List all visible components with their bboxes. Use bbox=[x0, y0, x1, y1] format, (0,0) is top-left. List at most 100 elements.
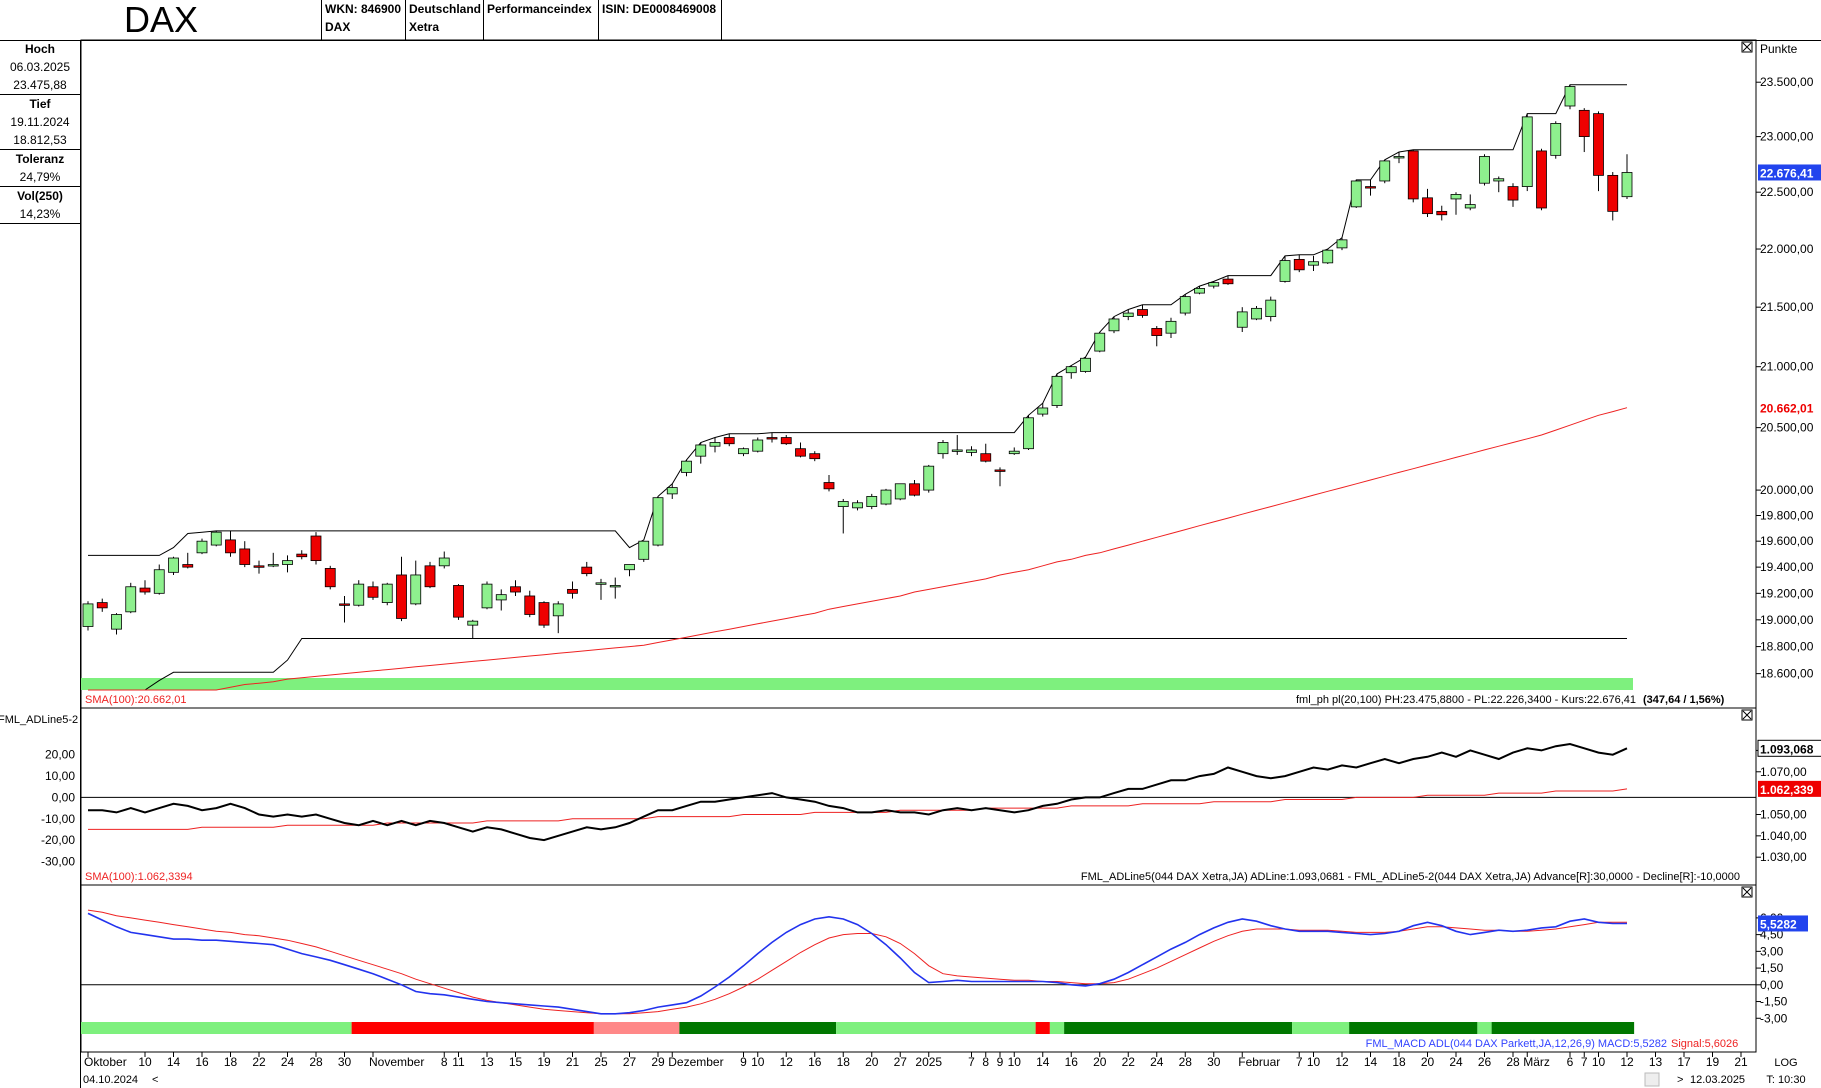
candle bbox=[424, 561, 436, 589]
candle bbox=[809, 451, 821, 462]
candle-body bbox=[282, 560, 293, 565]
y-tick-label: -1,50 bbox=[1760, 995, 1788, 1009]
wkn-cell: WKN: 846900 DAX bbox=[322, 0, 406, 40]
x-tick-label: 8 bbox=[441, 1055, 448, 1069]
candle-body bbox=[1493, 178, 1505, 182]
x-tick-label: 12 bbox=[1335, 1055, 1349, 1069]
x-tick-label: 30 bbox=[338, 1055, 352, 1069]
candle bbox=[1322, 249, 1334, 265]
candle-body bbox=[524, 595, 536, 615]
candle-body bbox=[1578, 109, 1590, 138]
candle bbox=[111, 613, 122, 635]
x-tick-label: 21 bbox=[566, 1055, 580, 1069]
x-tick-label: 24 bbox=[1150, 1055, 1164, 1069]
candle-body bbox=[1108, 318, 1120, 332]
candle bbox=[723, 433, 735, 447]
candle bbox=[510, 580, 521, 596]
adline-sma-box bbox=[1758, 780, 1821, 797]
macd-signal-line bbox=[87, 909, 1627, 1015]
candle-body bbox=[225, 539, 236, 554]
candle-body bbox=[1607, 174, 1619, 212]
candle-body bbox=[1122, 312, 1134, 318]
candle-body bbox=[780, 437, 792, 445]
x-tick-label: 24 bbox=[281, 1055, 295, 1069]
candle-body bbox=[1507, 186, 1519, 201]
candle bbox=[937, 440, 949, 459]
candle-body bbox=[1365, 186, 1376, 189]
candle-body bbox=[1236, 311, 1248, 328]
candle-body bbox=[296, 553, 308, 558]
candle-body bbox=[1436, 210, 1448, 216]
candle bbox=[139, 580, 151, 595]
candle bbox=[339, 595, 350, 623]
candle-body bbox=[339, 603, 350, 606]
candle-body bbox=[239, 548, 251, 565]
macd-state-segment bbox=[351, 1022, 594, 1034]
scroll-right-box[interactable] bbox=[1644, 1072, 1660, 1087]
scroll-right-button[interactable]: > bbox=[1677, 1074, 1683, 1086]
candle-body bbox=[581, 566, 593, 575]
candle-body bbox=[552, 603, 564, 617]
adline-pane: 1.080,001.070,001.050,001.040,001.030,00… bbox=[41, 739, 1821, 868]
x-tick-label: 20 bbox=[1093, 1055, 1107, 1069]
candle-body bbox=[1008, 450, 1020, 455]
x-tick-label: 18 bbox=[1392, 1055, 1406, 1069]
candle bbox=[225, 530, 236, 557]
candle-body bbox=[1094, 332, 1106, 352]
x-tick-label: 15 bbox=[509, 1055, 523, 1069]
candle-body bbox=[111, 614, 122, 630]
tolerance-value: 24,79% bbox=[19, 170, 61, 184]
x-tick-label: 10 bbox=[751, 1055, 765, 1069]
y-tick-label: 19.000,00 bbox=[1760, 613, 1814, 627]
candle bbox=[709, 437, 721, 453]
candle bbox=[909, 479, 920, 497]
candle-body bbox=[1521, 116, 1533, 187]
scroll-left-button[interactable]: < bbox=[152, 1074, 158, 1086]
candle-body bbox=[723, 437, 735, 445]
candle bbox=[581, 561, 593, 577]
candle-body bbox=[1308, 261, 1319, 266]
candle bbox=[1293, 254, 1305, 273]
candle bbox=[168, 556, 179, 575]
candle bbox=[1080, 357, 1091, 373]
x-tick-label: 28 bbox=[1179, 1055, 1193, 1069]
low-value: 18.812,53 bbox=[13, 133, 67, 147]
candle bbox=[1564, 84, 1576, 110]
x-tick-label: 22 bbox=[252, 1055, 266, 1069]
candle bbox=[296, 550, 308, 560]
candle-body bbox=[1422, 197, 1433, 215]
macd-state-segment bbox=[1292, 1022, 1350, 1034]
candle-body bbox=[153, 569, 165, 594]
candle-body bbox=[1179, 296, 1191, 314]
high-value: 23.475,88 bbox=[13, 78, 67, 92]
candle-body bbox=[980, 453, 992, 462]
x-tick-label: 14 bbox=[1364, 1055, 1378, 1069]
candle bbox=[1194, 286, 1205, 295]
x-tick-label: 29 bbox=[651, 1055, 665, 1069]
secondary-y-tick-label: 10,00 bbox=[45, 769, 75, 783]
candle-body bbox=[1293, 258, 1305, 271]
info-sidebar: Hoch 06.03.2025 23.475,88 Tief 19.11.202… bbox=[0, 40, 81, 1088]
candle-body bbox=[809, 453, 821, 460]
wkn-name: DAX bbox=[325, 20, 351, 34]
candle-body bbox=[894, 483, 906, 500]
candle bbox=[966, 446, 977, 457]
candle-body bbox=[1350, 180, 1362, 208]
x-tick-label: 18 bbox=[837, 1055, 851, 1069]
tolerance-label: Toleranz bbox=[15, 152, 65, 166]
candle bbox=[1122, 309, 1134, 321]
candle bbox=[1407, 149, 1419, 203]
candle bbox=[1621, 154, 1633, 199]
close-icon-cross bbox=[1742, 42, 1752, 52]
x-tick-label: 13 bbox=[1649, 1055, 1663, 1069]
x-tick-label: 21 bbox=[1734, 1055, 1748, 1069]
candle-body bbox=[495, 594, 507, 601]
y-tick-label: 1.040,00 bbox=[1760, 829, 1807, 843]
candle bbox=[1251, 305, 1262, 321]
candle bbox=[396, 556, 407, 622]
log-toggle[interactable]: LOG bbox=[1774, 1057, 1797, 1069]
sma-price-label: 20.662,01 bbox=[1760, 402, 1814, 416]
y-tick-label: 21.000,00 bbox=[1760, 360, 1814, 374]
candle bbox=[780, 435, 792, 445]
